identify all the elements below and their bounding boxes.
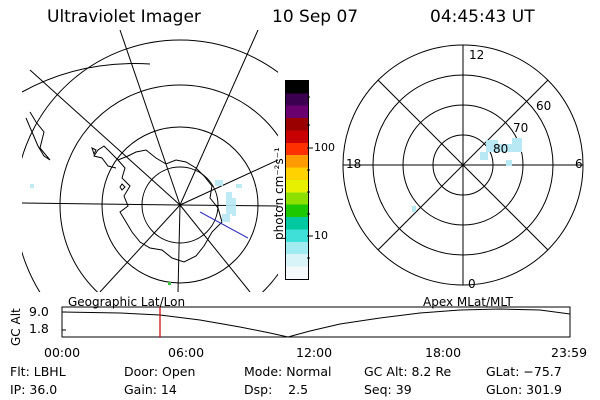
island: [119, 183, 126, 191]
meridian: [179, 159, 278, 206]
info-glon: GLon: 301.9: [486, 382, 562, 397]
meridian: [179, 30, 259, 206]
meridian: [119, 30, 181, 206]
altitude-xtick-0000: 00:00: [44, 345, 81, 360]
colorbar-tick-100: 100: [314, 141, 335, 154]
altitude-ytick-1-8: 1.8: [29, 321, 49, 336]
lat-circle: [59, 84, 278, 292]
altitude-curve: [61, 308, 571, 338]
info-filter: Flt: LBHL: [10, 364, 66, 379]
mlt-line: [377, 79, 549, 251]
mlat-label-60: 60: [536, 99, 552, 113]
green-pixel: [168, 282, 171, 285]
meridian: [99, 204, 181, 292]
lat-circle: [101, 126, 259, 284]
altitude-ytick-9: 9.0: [29, 304, 49, 319]
altitude-xtick-0600: 06:00: [168, 345, 205, 360]
mlt-label-12: 12: [469, 48, 485, 62]
antarctic-peninsula: [93, 145, 119, 169]
mlt-label-18: 18: [346, 157, 362, 171]
lat-arc: [22, 63, 151, 93]
altitude-xtick-1200: 12:00: [296, 345, 333, 360]
altitude-plot-frame: [61, 306, 571, 338]
info-glat: GLat: −75.7: [486, 364, 562, 379]
meridian: [179, 204, 251, 292]
meridian: [29, 69, 181, 206]
info-gain: Gain: 14: [124, 382, 177, 397]
satellite-track: [199, 211, 249, 239]
colorbar-tick-10: 10: [314, 229, 328, 242]
info-ip: IP: 36.0: [10, 382, 58, 397]
aurora-emission: [30, 180, 242, 222]
altitude-ylabel: GC Alt: [9, 308, 23, 346]
instrument-title: Ultraviolet Imager: [47, 7, 201, 27]
meridian: [22, 202, 181, 206]
altitude-xtick-1800: 18:00: [425, 345, 462, 360]
lat-circle: [22, 39, 278, 292]
colorbar: [285, 80, 309, 280]
mlat-label-80: 80: [493, 142, 509, 156]
observation-time: 04:45:43 UT: [430, 7, 535, 27]
mlt-label-6: 6: [575, 157, 583, 171]
meridian: [177, 204, 181, 292]
antarctica-coastline: [117, 149, 223, 263]
south-america-coast: [25, 111, 51, 161]
info-door: Door: Open: [124, 364, 196, 379]
info-mode: Mode: Normal: [244, 364, 332, 379]
info-dsp: Dsp: 2.5: [244, 382, 309, 397]
observation-date: 10 Sep 07: [272, 7, 359, 27]
left-projection-label: Geographic Lat/Lon: [68, 295, 186, 309]
altitude-xtick-2359: 23:59: [551, 345, 588, 360]
info-gc-alt: GC Alt: 8.2 Re: [364, 364, 452, 379]
mlt-label-0: 0: [468, 277, 476, 291]
mlat-label-70: 70: [513, 121, 529, 135]
right-projection-label: Apex MLat/MLT: [423, 295, 513, 309]
aurora-emission: [412, 138, 522, 212]
island: [91, 147, 97, 156]
info-seq: Seq: 39: [364, 382, 412, 397]
